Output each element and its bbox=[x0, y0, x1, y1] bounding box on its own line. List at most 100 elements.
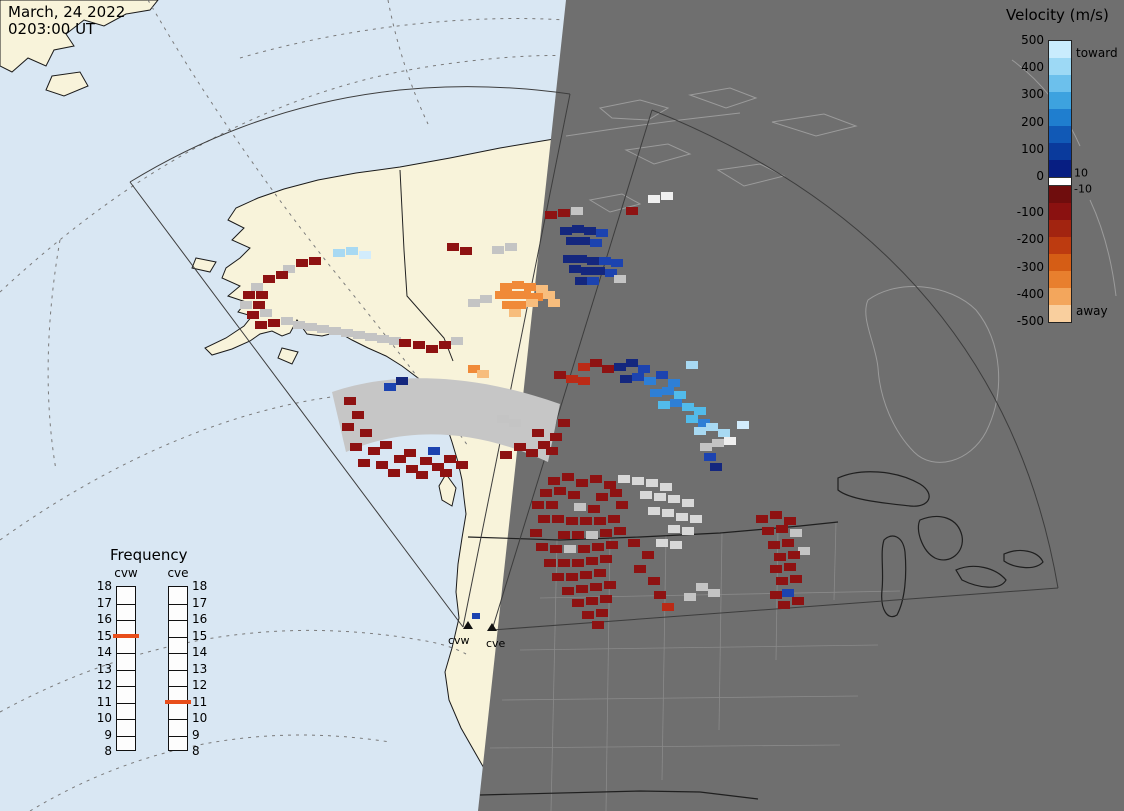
echo-cell bbox=[538, 441, 550, 449]
echo-cell bbox=[293, 321, 305, 329]
frequency-ladder-rung bbox=[169, 603, 187, 605]
away-label: away bbox=[1076, 304, 1108, 318]
frequency-tick-label: 8 bbox=[104, 744, 112, 758]
echo-cell bbox=[608, 515, 620, 523]
echo-cell bbox=[586, 597, 598, 605]
echo-cell bbox=[572, 599, 584, 607]
arctic-island bbox=[688, 87, 758, 109]
echo-cell bbox=[632, 477, 644, 485]
echo-cell bbox=[497, 415, 509, 423]
frequency-tick-label: 14 bbox=[96, 645, 112, 659]
echo-cell bbox=[790, 575, 802, 583]
velocity-color-segment bbox=[1049, 220, 1071, 237]
echo-cell bbox=[668, 525, 680, 533]
echo-cell bbox=[656, 539, 668, 547]
echo-cell bbox=[700, 443, 712, 451]
frequency-ladder bbox=[168, 586, 188, 751]
echo-cell bbox=[586, 531, 598, 539]
echo-cell bbox=[628, 539, 640, 547]
frequency-ladder-rung bbox=[169, 719, 187, 720]
echo-cell bbox=[712, 439, 724, 447]
echo-cell bbox=[545, 211, 557, 219]
echo-cell bbox=[380, 441, 392, 449]
velocity-legend-title: Velocity (m/s) bbox=[1006, 6, 1109, 24]
echo-cell bbox=[536, 285, 548, 293]
echo-cell bbox=[530, 529, 542, 537]
echo-cell bbox=[600, 529, 612, 537]
kodiak-island bbox=[277, 347, 299, 365]
echo-cell bbox=[654, 493, 666, 501]
echo-cell bbox=[550, 545, 562, 553]
lake-ontario bbox=[1003, 549, 1044, 569]
velocity-color-segment bbox=[1049, 109, 1071, 126]
velocity-threshold-label: 10 bbox=[1074, 166, 1088, 179]
echo-cell bbox=[590, 475, 602, 483]
echo-cell bbox=[416, 471, 428, 479]
echo-cell bbox=[706, 423, 718, 431]
frequency-column-label: cve bbox=[167, 566, 189, 580]
echo-cell bbox=[468, 365, 480, 373]
echo-cell bbox=[532, 429, 544, 437]
echo-cell bbox=[654, 591, 666, 599]
echo-cell bbox=[648, 507, 660, 515]
ground-scatter-band bbox=[332, 378, 560, 462]
echo-cell bbox=[543, 291, 555, 299]
echo-cell bbox=[440, 469, 452, 477]
velocity-tick-label: 100 bbox=[1021, 141, 1044, 156]
echo-cell bbox=[365, 333, 377, 341]
echo-cell bbox=[790, 529, 802, 537]
radar-site-markers bbox=[463, 621, 497, 631]
echo-cell bbox=[558, 531, 570, 539]
echo-cell bbox=[578, 545, 590, 553]
echo-cell bbox=[600, 555, 612, 563]
echo-cell bbox=[682, 499, 694, 507]
velocity-color-segment bbox=[1049, 143, 1071, 160]
frequency-column-label: cvw bbox=[114, 566, 138, 580]
echo-cell bbox=[616, 501, 628, 509]
echo-cell bbox=[350, 443, 362, 451]
echo-cell bbox=[247, 311, 259, 319]
echo-cell bbox=[686, 415, 698, 423]
echo-cell bbox=[426, 345, 438, 353]
night-coastlines bbox=[565, 59, 1117, 463]
echo-cell bbox=[514, 443, 526, 451]
velocity-tick-label: 200 bbox=[1021, 114, 1044, 129]
echo-cell bbox=[686, 361, 698, 369]
velocity-color-segment bbox=[1049, 186, 1071, 203]
frequency-ladder-rung bbox=[117, 686, 135, 687]
echo-cell bbox=[531, 293, 543, 301]
echo-cell bbox=[578, 377, 590, 385]
echo-cell bbox=[477, 370, 489, 378]
arctic-island bbox=[716, 163, 786, 187]
arctic-coast bbox=[1089, 199, 1117, 297]
cvw-fan-outer-arc bbox=[129, 86, 571, 183]
time-label: 0203:00 UT bbox=[8, 20, 96, 38]
echo-cell bbox=[507, 291, 519, 299]
frequency-tick-label: 16 bbox=[192, 612, 208, 626]
echo-cell bbox=[737, 421, 749, 429]
echo-cell bbox=[571, 207, 583, 215]
echo-cell bbox=[548, 299, 560, 307]
echo-cell bbox=[578, 363, 590, 371]
echo-cell bbox=[638, 365, 650, 373]
velocity-threshold-label: -10 bbox=[1074, 182, 1092, 195]
velocity-color-segment bbox=[1049, 254, 1071, 271]
frequency-ladder-rung bbox=[169, 686, 187, 687]
echo-cell bbox=[444, 455, 456, 463]
echo-cell bbox=[580, 571, 592, 579]
echo-cell bbox=[605, 269, 617, 277]
echo-cell bbox=[399, 339, 411, 347]
echo-cell bbox=[696, 583, 708, 591]
echo-cell bbox=[640, 491, 652, 499]
echo-cell bbox=[509, 309, 521, 317]
echo-cell bbox=[540, 489, 552, 497]
echo-cell bbox=[353, 331, 365, 339]
echo-cell bbox=[578, 237, 590, 245]
echo-cell bbox=[694, 427, 706, 435]
velocity-tick-label: -400 bbox=[1016, 286, 1044, 301]
echo-cell bbox=[432, 463, 444, 471]
echo-cell bbox=[670, 399, 682, 407]
echo-cell bbox=[566, 573, 578, 581]
radar-site-label: cvw bbox=[448, 634, 470, 647]
echo-cell bbox=[281, 317, 293, 325]
